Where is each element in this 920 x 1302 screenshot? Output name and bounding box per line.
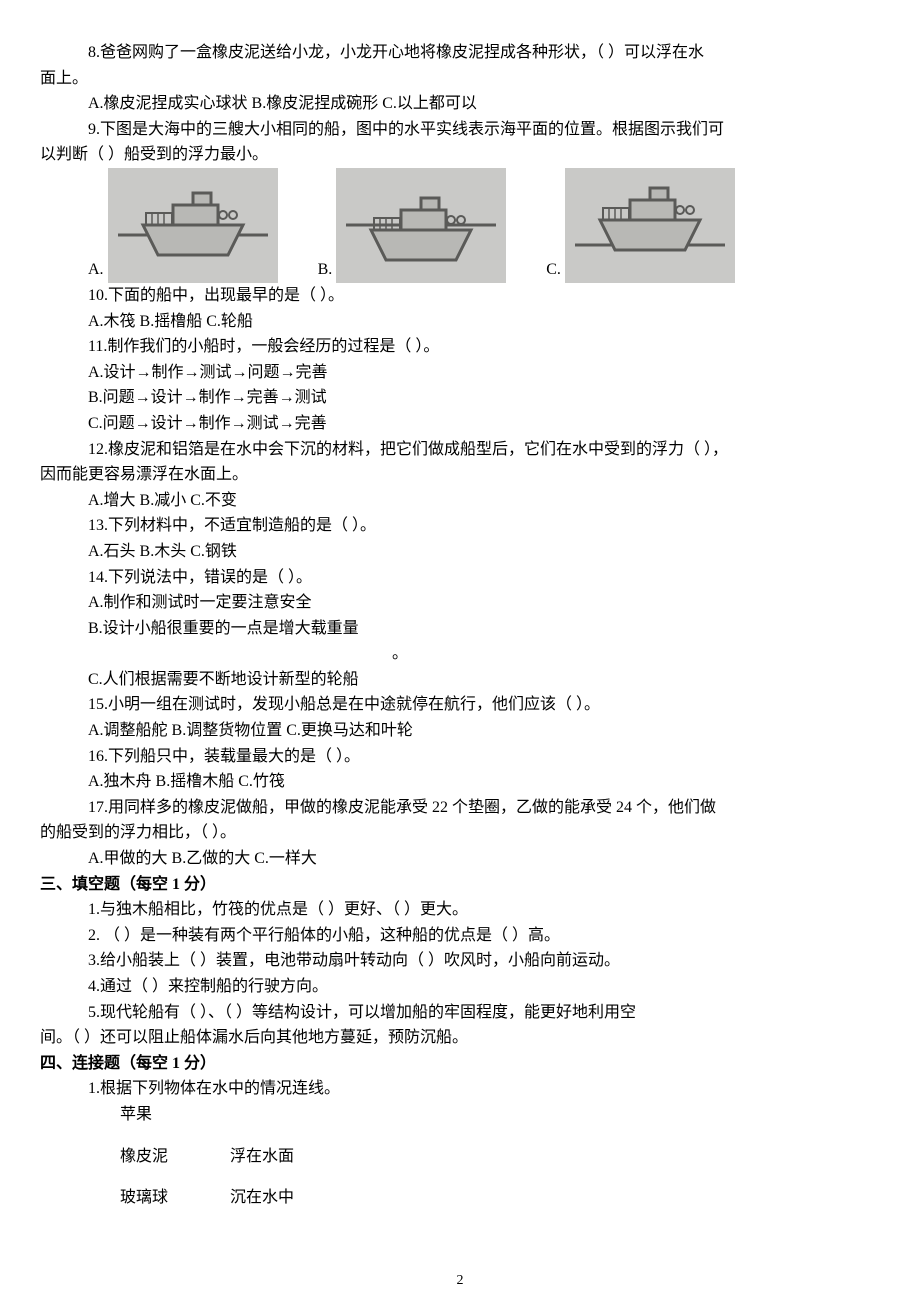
q8-text-a: 8.爸爸网购了一盒橡皮泥送给小龙，小龙开心地将橡皮泥捏成各种形状，（: [88, 44, 604, 61]
q9-option-c: C.: [546, 168, 735, 283]
q17-options: A.甲做的大 B.乙做的大 C.一样大: [40, 846, 880, 872]
q12-options: A.增大 B.减小 C.不变: [40, 488, 880, 514]
q14-opt-c: C.人们根据需要不断地设计新型的轮船: [40, 667, 880, 693]
match-right-2: 沉在水中: [230, 1185, 294, 1211]
match-row-2: 橡皮泥 浮在水面: [120, 1144, 880, 1170]
match-right-1: 浮在水面: [230, 1144, 294, 1170]
match-left-1: 苹果: [120, 1102, 230, 1128]
match-gap-1: [120, 1128, 880, 1144]
q13-options: A.石头 B.木头 C.钢铁: [40, 539, 880, 565]
q9-label-b: B.: [318, 257, 333, 283]
q9-option-b: B.: [318, 168, 547, 283]
q9-stem-line2: 以判断（ ）船受到的浮力最小。: [40, 142, 880, 168]
q9-image-row: A. B.: [40, 168, 880, 283]
q15-options: A.调整船舵 B.调整货物位置 C.更换马达和叶轮: [40, 718, 880, 744]
q13-stem: 13.下列材料中，不适宜制造船的是（ ）。: [40, 513, 880, 539]
q9-image-c: [565, 168, 735, 283]
q10-stem: 10.下面的船中，出现最早的是（ ）。: [40, 283, 880, 309]
stray-dot: 。: [0, 641, 820, 667]
ship-icon-c: [575, 175, 725, 275]
ship-icon-b: [346, 175, 496, 275]
q16-options: A.独木舟 B.摇橹木船 C.竹筏: [40, 769, 880, 795]
stray-dot-line: 。: [40, 641, 880, 667]
q9-label-a: A.: [88, 257, 104, 283]
q8-options: A.橡皮泥捏成实心球状 B.橡皮泥捏成碗形 C.以上都可以: [40, 91, 880, 117]
q11-opt-a: A.设计→制作→测试→问题→完善: [40, 360, 880, 386]
page-container: 8.爸爸网购了一盒橡皮泥送给小龙，小龙开心地将橡皮泥捏成各种形状，（ ）可以浮在…: [0, 0, 920, 1302]
q16-stem: 16.下列船只中，装载量最大的是（ ）。: [40, 744, 880, 770]
q11-opt-b: B.问题→设计→制作→完善→测试: [40, 385, 880, 411]
sec3-item1: 1.与独木船相比，竹筏的优点是（ ）更好、（ ）更大。: [40, 897, 880, 923]
q17-line1: 17.用同样多的橡皮泥做船，甲做的橡皮泥能承受 22 个垫圈，乙做的能承受 24…: [40, 795, 880, 821]
q12-line2: 因而能更容易漂浮在水面上。: [40, 462, 880, 488]
q15-stem: 15.小明一组在测试时，发现小船总是在中途就停在航行，他们应该（ ）。: [40, 692, 880, 718]
q14-opt-a: A.制作和测试时一定要注意安全: [40, 590, 880, 616]
q11-stem: 11.制作我们的小船时，一般会经历的过程是（ ）。: [40, 334, 880, 360]
q8-stem-line1: 8.爸爸网购了一盒橡皮泥送给小龙，小龙开心地将橡皮泥捏成各种形状，（ ）可以浮在…: [40, 40, 880, 66]
match-row-1: 苹果: [120, 1102, 880, 1128]
ship-icon-a: [118, 175, 268, 275]
q9-label-c: C.: [546, 257, 561, 283]
q10-options: A.木筏 B.摇橹船 C.轮船: [40, 309, 880, 335]
sec3-item5b: 间。（ ）还可以阻止船体漏水后向其他地方蔓延，预防沉船。: [40, 1025, 880, 1051]
q9-stem-line1: 9.下图是大海中的三艘大小相同的船，图中的水平实线表示海平面的位置。根据图示我们…: [40, 117, 880, 143]
q12-line1: 12.橡皮泥和铝箔是在水中会下沉的材料，把它们做成船型后，它们在水中受到的浮力（…: [40, 437, 880, 463]
q8-stem-line2: 面上。: [40, 66, 880, 92]
q11-opt-c: C.问题→设计→制作→测试→完善: [40, 411, 880, 437]
sec4-stem: 1.根据下列物体在水中的情况连线。: [40, 1076, 880, 1102]
sec3-item5a: 5.现代轮船有（ ）、（ ）等结构设计，可以增加船的牢固程度，能更好地利用空: [40, 1000, 880, 1026]
q9-option-a: A.: [88, 168, 318, 283]
matching-block: 苹果 橡皮泥 浮在水面 玻璃球 沉在水中: [40, 1102, 880, 1211]
match-left-3: 玻璃球: [120, 1185, 230, 1211]
sec3-item2: 2. （ ）是一种装有两个平行船体的小船，这种船的优点是（ ）高。: [40, 923, 880, 949]
section3-title: 三、填空题（每空 1 分）: [40, 872, 880, 898]
match-left-2: 橡皮泥: [120, 1144, 230, 1170]
sec3-item4: 4.通过（ ）来控制船的行驶方向。: [40, 974, 880, 1000]
match-row-3: 玻璃球 沉在水中: [120, 1185, 880, 1211]
q9-image-b: [336, 168, 506, 283]
sec3-item3: 3.给小船装上（ ）装置，电池带动扇叶转动向（ ）吹风时，小船向前运动。: [40, 948, 880, 974]
section4-title: 四、连接题（每空 1 分）: [40, 1051, 880, 1077]
q8-text-b: ）可以浮在水: [608, 44, 704, 61]
page-number: 2: [0, 1270, 920, 1292]
q14-opt-b: B.设计小船很重要的一点是增大载重量: [40, 616, 880, 642]
q17-line2: 的船受到的浮力相比，（ ）。: [40, 820, 880, 846]
match-gap-2: [120, 1169, 880, 1185]
q9-image-a: [108, 168, 278, 283]
q14-stem: 14.下列说法中，错误的是（ ）。: [40, 565, 880, 591]
